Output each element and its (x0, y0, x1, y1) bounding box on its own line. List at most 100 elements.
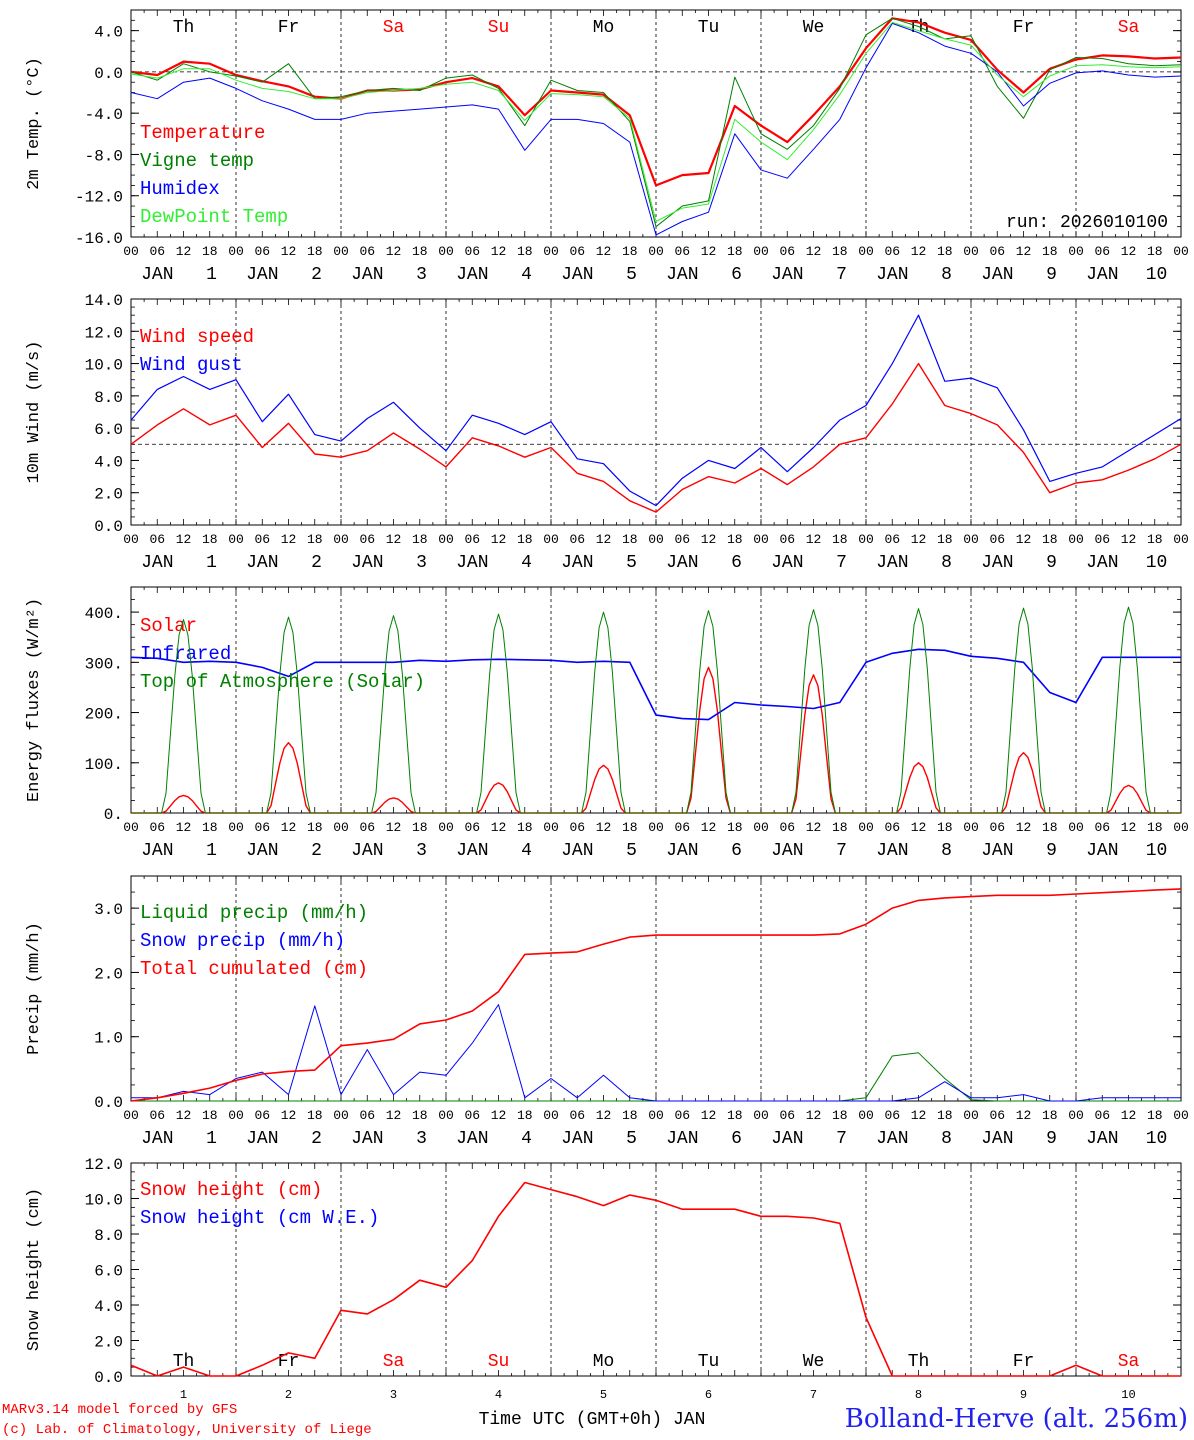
energy-hour-label: 18 (1042, 820, 1058, 835)
energy-date-label: 8 (941, 841, 952, 861)
temperature-weekday-label: Sa (1118, 18, 1140, 38)
temperature-hour-label: 12 (911, 244, 927, 259)
temperature-hour-label: 12 (806, 244, 822, 259)
energy-hour-label: 18 (937, 820, 953, 835)
snow-date-label: 9 (1020, 1388, 1027, 1402)
precip-hour-label: 06 (674, 1108, 690, 1123)
precip-hour-label: 06 (359, 1108, 375, 1123)
wind-hour-label: 12 (386, 532, 402, 547)
precip-hour-label: 12 (281, 1108, 297, 1123)
wind-hour-label: 12 (596, 532, 612, 547)
precip-hour-label: 00 (963, 1108, 979, 1123)
temperature-hour-label: 00 (753, 244, 769, 259)
precip-date-label: 2 (311, 1129, 322, 1149)
station-name: Bolland-Herve (alt. 256m) (845, 1404, 1188, 1434)
wind-date-label: 7 (836, 553, 847, 573)
energy-month-label: JAN (141, 841, 173, 861)
precip-month-label: JAN (141, 1129, 173, 1149)
temperature-month-label: JAN (981, 265, 1013, 285)
wind-hour-label: 06 (989, 532, 1005, 547)
energy-date-label: 9 (1046, 841, 1057, 861)
temperature-weekday-label: Mo (593, 18, 615, 38)
precip-hour-label: 18 (412, 1108, 428, 1123)
temperature-hour-label: 06 (1094, 244, 1110, 259)
wind-hour-label: 00 (753, 532, 769, 547)
precip-date-label: 10 (1146, 1129, 1168, 1149)
energy-month-label: JAN (246, 841, 278, 861)
wind-hour-label: 18 (307, 532, 323, 547)
energy-hour-label: 06 (1094, 820, 1110, 835)
energy-y-tick-label: 0. (104, 806, 123, 824)
temperature-y-tick-label: 4.0 (94, 24, 123, 42)
temperature-date-label: 7 (836, 265, 847, 285)
energy-hour-label: 12 (176, 820, 192, 835)
snow-panel: 12.0 10.0 8.0 6.0 4.0 2.0 0.0 Snow height (cm) T… (25, 1156, 1182, 1402)
precip-hour-label: 06 (464, 1108, 480, 1123)
temperature-hour-label: 00 (858, 244, 874, 259)
wind-month-label: JAN (246, 553, 278, 573)
energy-hour-label: 06 (884, 820, 900, 835)
energy-legend-0: Solar (140, 615, 197, 637)
snow-date-label: 10 (1121, 1388, 1135, 1402)
energy-y-tick-label: 400. (85, 605, 123, 623)
temperature-series-0-line (130, 17, 1182, 187)
precip-date-label: 4 (521, 1129, 532, 1149)
energy-legend-1: Infrared (140, 643, 231, 665)
energy-hour-label: 00 (1068, 820, 1084, 835)
temperature-hour-label: 12 (596, 244, 612, 259)
wind-hour-label: 12 (1016, 532, 1032, 547)
temperature-hour-label: 00 (1068, 244, 1084, 259)
temperature-month-label: JAN (141, 265, 173, 285)
energy-series-1-line (130, 648, 1181, 721)
wind-hour-label: 18 (412, 532, 428, 547)
energy-month-label: JAN (1086, 841, 1118, 861)
snow-date-label: 1 (180, 1388, 187, 1402)
model-credit-line2: (c) Lab. of Climatology, University of L… (2, 1422, 372, 1438)
temperature-hour-label: 12 (281, 244, 297, 259)
energy-hour-label: 12 (596, 820, 612, 835)
precip-hour-label: 06 (989, 1108, 1005, 1123)
snow-legend-1: Snow height (cm W.E.) (140, 1207, 379, 1229)
snow-date-label: 3 (390, 1388, 397, 1402)
wind-y-tick-label: 6.0 (94, 421, 123, 439)
precip-date-label: 3 (416, 1129, 427, 1149)
energy-month-label: JAN (561, 841, 593, 861)
wind-hour-label: 00 (228, 532, 244, 547)
wind-hour-label: 00 (648, 532, 664, 547)
wind-hour-label: 00 (333, 532, 349, 547)
energy-y-tick-label: 300. (85, 655, 123, 673)
precip-hour-label: 18 (517, 1108, 533, 1123)
temperature-hour-label: 06 (254, 244, 270, 259)
precip-month-label: JAN (771, 1129, 803, 1149)
precip-hour-label: 12 (911, 1108, 927, 1123)
temperature-y-tick-label: -4.0 (85, 106, 123, 124)
wind-date-label: 5 (626, 553, 637, 573)
precip-hour-label: 18 (1147, 1108, 1163, 1123)
temperature-weekday-label: Fr (1013, 18, 1035, 38)
wind-hour-label: 12 (806, 532, 822, 547)
temperature-hour-label: 12 (701, 244, 717, 259)
wind-hour-label: 06 (464, 532, 480, 547)
wind-hour-label: 18 (832, 532, 848, 547)
snow-weekday-label: We (803, 1352, 825, 1372)
precip-month-label: JAN (876, 1129, 908, 1149)
temperature-date-label: 4 (521, 265, 532, 285)
snow-weekday-label: Th (908, 1352, 930, 1372)
snow-date-label: 4 (495, 1388, 502, 1402)
precip-hour-label: 12 (1121, 1108, 1137, 1123)
precip-hour-label: 00 (858, 1108, 874, 1123)
temperature-weekday-label: We (803, 18, 825, 38)
temperature-hour-label: 12 (1121, 244, 1137, 259)
precip-series-2-line (130, 888, 1182, 1102)
energy-date-label: 5 (626, 841, 637, 861)
snow-date-label: 5 (600, 1388, 607, 1402)
energy-hour-label: 12 (911, 820, 927, 835)
wind-series-1-line (130, 314, 1182, 507)
wind-hour-label: 18 (1147, 532, 1163, 547)
snow-weekday-label: Th (173, 1352, 195, 1372)
temperature-month-label: JAN (876, 265, 908, 285)
temperature-hour-label: 06 (149, 244, 165, 259)
temperature-hour-label: 00 (963, 244, 979, 259)
